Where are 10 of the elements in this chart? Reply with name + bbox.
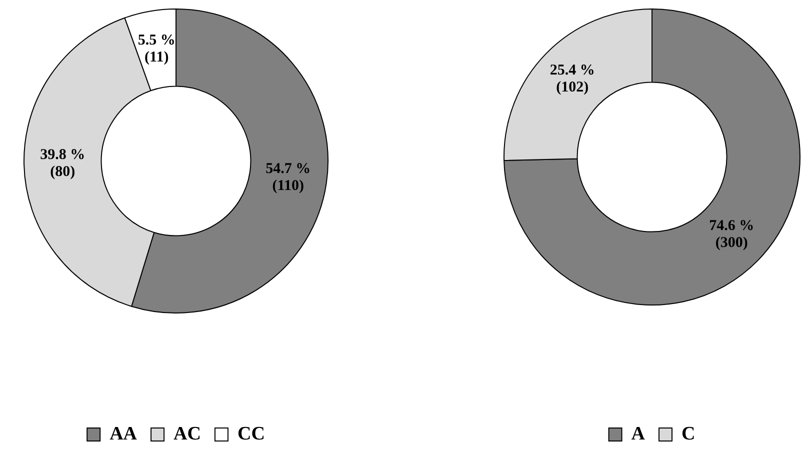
data-label: 25.4 % (102) [550, 62, 595, 96]
data-label: 39.8 % (80) [40, 147, 86, 180]
data-label: 5.5 % (11) [138, 32, 176, 66]
legend-label: AA [110, 423, 138, 444]
legend-label: C [682, 423, 696, 444]
data-label: 54.7 % (110) [266, 161, 311, 194]
legend-label: AC [174, 423, 201, 444]
legend-label: CC [237, 423, 265, 444]
data-label: 74.6 % (300) [709, 218, 754, 252]
legend-label: A [631, 423, 646, 444]
